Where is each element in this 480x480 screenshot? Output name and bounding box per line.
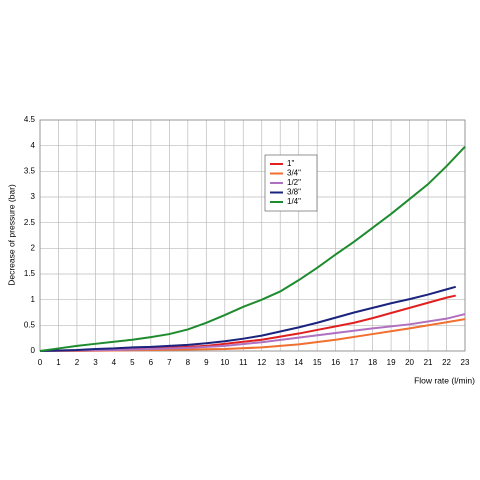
x-tick-label: 14 — [294, 358, 303, 367]
y-tick-label: 0 — [31, 346, 36, 355]
x-tick-label: 21 — [424, 358, 433, 367]
legend-label: 1/2" — [287, 178, 301, 187]
series-line — [39, 146, 466, 352]
y-tick-label: 3.5 — [24, 166, 36, 175]
y-tick-label: 4.5 — [24, 115, 36, 124]
y-tick-label: 4 — [31, 141, 36, 150]
x-tick-label: 1 — [56, 358, 61, 367]
x-tick-label: 23 — [461, 358, 470, 367]
x-tick-label: 4 — [112, 358, 117, 367]
x-tick-label: 3 — [93, 358, 98, 367]
x-tick-label: 6 — [149, 358, 154, 367]
series-line — [39, 285, 457, 352]
y-tick-label: 2.5 — [24, 218, 36, 227]
y-tick-label: 3 — [31, 192, 36, 201]
legend-label: 1/4" — [287, 197, 301, 206]
x-tick-label: 11 — [239, 358, 248, 367]
y-axis-label: Decrease of pressure (bar) — [6, 184, 16, 286]
y-tick-label: 0.5 — [24, 320, 36, 329]
legend-label: 1" — [287, 159, 294, 168]
y-tick-label: 1 — [31, 295, 36, 304]
x-tick-label: 15 — [313, 358, 322, 367]
x-tick-label: 22 — [442, 358, 451, 367]
x-tick-label: 17 — [350, 358, 359, 367]
y-tick-label: 1.5 — [24, 269, 36, 278]
x-tick-label: 10 — [220, 358, 229, 367]
x-tick-label: 19 — [387, 358, 396, 367]
legend-label: 3/4" — [287, 169, 301, 178]
x-tick-label: 18 — [368, 358, 377, 367]
x-tick-label: 0 — [38, 358, 43, 367]
x-tick-label: 9 — [204, 358, 209, 367]
x-tick-label: 5 — [130, 358, 135, 367]
x-tick-label: 8 — [186, 358, 191, 367]
x-tick-label: 16 — [331, 358, 340, 367]
x-tick-label: 20 — [405, 358, 414, 367]
x-tick-label: 7 — [167, 358, 172, 367]
series-line — [39, 313, 466, 352]
plot-frame — [39, 119, 466, 352]
x-axis-label: Flow rate (l/min) — [414, 375, 475, 385]
legend-label: 3/8" — [287, 188, 301, 197]
x-tick-label: 13 — [276, 358, 285, 367]
series-line — [40, 318, 466, 352]
x-tick-label: 12 — [257, 358, 266, 367]
x-tick-label: 2 — [75, 358, 80, 367]
y-tick-label: 2 — [31, 243, 36, 252]
